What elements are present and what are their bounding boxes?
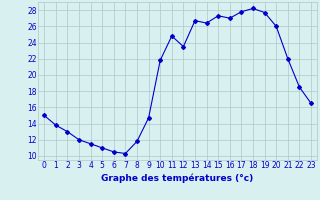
- X-axis label: Graphe des températures (°c): Graphe des températures (°c): [101, 173, 254, 183]
